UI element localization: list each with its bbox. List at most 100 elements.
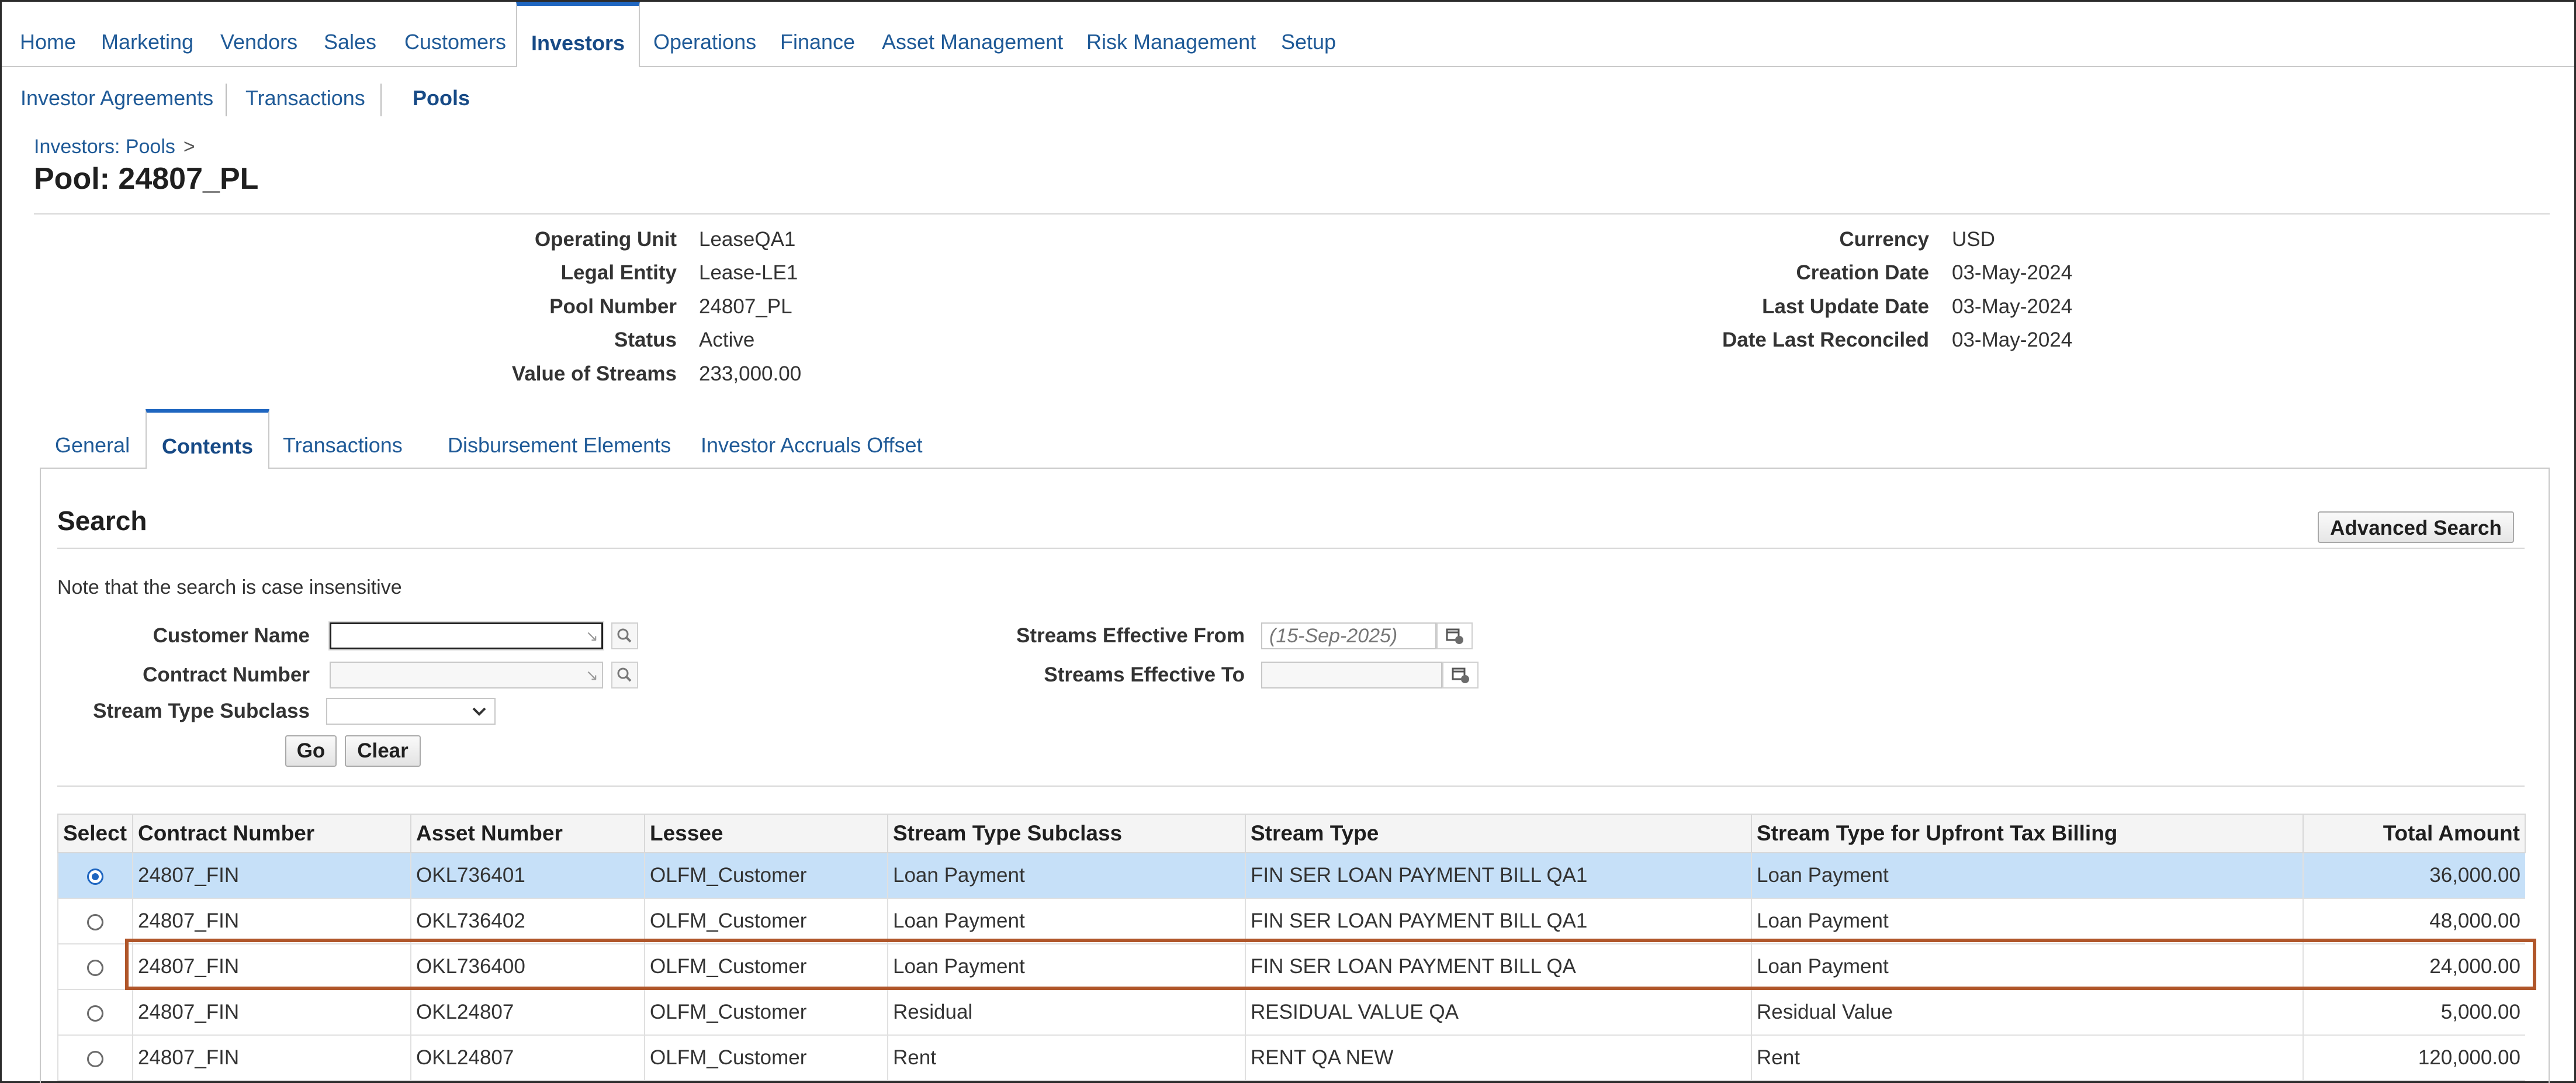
- cell-stream-type-subclass: Residual: [887, 989, 1245, 1036]
- calendar-to-icon[interactable]: [1442, 662, 1479, 688]
- table-row: 24807_FIN OKL24807 OLFM_Customer Residua…: [57, 989, 2525, 1036]
- cell-stream-type: FIN SER LOAN PAYMENT BILL QA1: [1245, 853, 1751, 899]
- cell-contract-number: 24807_FIN: [132, 989, 411, 1036]
- cell-contract-number: 24807_FIN: [132, 1035, 411, 1081]
- top-navigation: Home Marketing Vendors Sales Customers I…: [2, 2, 2574, 67]
- contents-panel: [40, 468, 2550, 1083]
- subnav-transactions[interactable]: Transactions: [245, 86, 365, 110]
- clear-button[interactable]: Clear: [345, 735, 421, 767]
- tab-finance[interactable]: Finance: [780, 30, 856, 54]
- cell-upfront-tax-billing: Loan Payment: [1751, 853, 2303, 899]
- column-header-total-amount[interactable]: Total Amount: [2303, 814, 2526, 853]
- cell-total-amount: 120,000.00: [2303, 1035, 2525, 1081]
- cell-asset-number: OKL736401: [410, 853, 645, 899]
- tab-contents[interactable]: Contents: [146, 409, 269, 469]
- tab-general[interactable]: General: [55, 433, 130, 457]
- label-last-update-date: Last Update Date: [1762, 295, 1929, 318]
- streams-effective-to-input[interactable]: [1261, 662, 1442, 688]
- value-value-of-streams: 233,000.00: [699, 362, 802, 385]
- select-cell: [57, 898, 133, 944]
- subnav-pools[interactable]: Pools: [413, 86, 470, 110]
- tab-asset-management[interactable]: Asset Management: [882, 30, 1064, 54]
- search-header: Search: [57, 506, 147, 536]
- label-customer-name: Customer Name: [153, 624, 310, 647]
- go-button[interactable]: Go: [285, 735, 337, 767]
- cell-lessee: OLFM_Customer: [644, 989, 888, 1036]
- customer-name-input[interactable]: [330, 622, 603, 649]
- contract-number-input[interactable]: [330, 662, 603, 688]
- sub-navigation: Investor Agreements Transactions Pools: [2, 66, 2574, 130]
- tab-operations[interactable]: Operations: [653, 30, 757, 54]
- column-header-stream-type-subclass[interactable]: Stream Type Subclass: [887, 814, 1246, 853]
- value-operating-unit: LeaseQA1: [699, 228, 796, 251]
- tab-vendors[interactable]: Vendors: [220, 30, 298, 54]
- row-select-radio[interactable]: [87, 959, 103, 976]
- row-select-radio[interactable]: [87, 1050, 103, 1067]
- advanced-search-button[interactable]: Advanced Search: [2318, 511, 2514, 543]
- cell-contract-number: 24807_FIN: [132, 853, 411, 899]
- breadcrumb-link-pools[interactable]: Investors: Pools: [34, 136, 175, 158]
- cell-asset-number: OKL736402: [410, 898, 645, 944]
- cell-stream-type-subclass: Loan Payment: [887, 898, 1245, 944]
- chevron-down-icon: [472, 707, 486, 716]
- stream-type-subclass-select[interactable]: [326, 698, 496, 725]
- cell-stream-type: FIN SER LOAN PAYMENT BILL QA1: [1245, 898, 1751, 944]
- column-header-asset-number[interactable]: Asset Number: [410, 814, 645, 853]
- results-table: Select Contract Number Asset Number Less…: [57, 814, 2526, 1081]
- subnav-separator: [226, 84, 227, 116]
- label-legal-entity: Legal Entity: [560, 261, 677, 284]
- label-operating-unit: Operating Unit: [534, 228, 677, 251]
- title-divider: [34, 213, 2550, 214]
- tab-disbursement-elements[interactable]: Disbursement Elements: [448, 433, 671, 457]
- value-currency: USD: [1952, 228, 1995, 251]
- subnav-investor-agreements[interactable]: Investor Agreements: [20, 86, 214, 110]
- column-header-upfront-tax-billing[interactable]: Stream Type for Upfront Tax Billing: [1751, 814, 2304, 853]
- cell-total-amount: 36,000.00: [2303, 853, 2525, 899]
- cell-lessee: OLFM_Customer: [644, 853, 888, 899]
- column-header-lessee[interactable]: Lessee: [644, 814, 888, 853]
- cell-contract-number: 24807_FIN: [132, 944, 411, 990]
- column-header-contract-number[interactable]: Contract Number: [132, 814, 411, 853]
- subnav-separator: [380, 84, 382, 116]
- value-pool-number: 24807_PL: [699, 295, 792, 318]
- tab-investors[interactable]: Investors: [516, 2, 640, 67]
- table-row: 24807_FIN OKL736400 OLFM_Customer Loan P…: [57, 944, 2525, 990]
- column-header-select: Select: [57, 814, 133, 853]
- contract-number-search-icon[interactable]: [611, 662, 638, 688]
- cell-stream-type: RENT QA NEW: [1245, 1035, 1751, 1081]
- label-status: Status: [614, 328, 677, 351]
- tab-investor-accruals-offset[interactable]: Investor Accruals Offset: [701, 433, 923, 457]
- tab-home[interactable]: Home: [20, 30, 77, 54]
- cell-upfront-tax-billing: Loan Payment: [1751, 944, 2303, 990]
- label-creation-date: Creation Date: [1796, 261, 1929, 284]
- row-select-radio[interactable]: [87, 914, 103, 930]
- tab-risk-management[interactable]: Risk Management: [1086, 30, 1256, 54]
- row-select-radio[interactable]: [87, 868, 103, 885]
- column-header-stream-type[interactable]: Stream Type: [1245, 814, 1752, 853]
- lov-arrow-icon: ↘: [586, 666, 598, 684]
- value-creation-date: 03-May-2024: [1952, 261, 2073, 284]
- cell-total-amount: 5,000.00: [2303, 989, 2525, 1036]
- row-select-radio[interactable]: [87, 1005, 103, 1022]
- cell-lessee: OLFM_Customer: [644, 1035, 888, 1081]
- tab-sales[interactable]: Sales: [324, 30, 377, 54]
- label-date-last-reconciled: Date Last Reconciled: [1722, 328, 1929, 351]
- cell-lessee: OLFM_Customer: [644, 944, 888, 990]
- customer-name-search-icon[interactable]: [611, 622, 638, 649]
- value-date-last-reconciled: 03-May-2024: [1952, 328, 2073, 351]
- calendar-from-icon[interactable]: [1436, 622, 1473, 649]
- label-value-of-streams: Value of Streams: [511, 362, 677, 385]
- tab-setup[interactable]: Setup: [1281, 30, 1337, 54]
- breadcrumb: Investors: Pools >: [34, 136, 195, 158]
- streams-effective-from-input[interactable]: (15-Sep-2025): [1261, 622, 1436, 649]
- cell-asset-number: OKL24807: [410, 1035, 645, 1081]
- tab-customers[interactable]: Customers: [404, 30, 507, 54]
- cell-contract-number: 24807_FIN: [132, 898, 411, 944]
- cell-total-amount: 24,000.00: [2303, 944, 2525, 990]
- tab-transactions[interactable]: Transactions: [283, 433, 403, 457]
- tab-marketing[interactable]: Marketing: [101, 30, 194, 54]
- table-row: 24807_FIN OKL736402 OLFM_Customer Loan P…: [57, 898, 2525, 944]
- results-divider: [57, 786, 2525, 787]
- label-contract-number: Contract Number: [143, 663, 310, 686]
